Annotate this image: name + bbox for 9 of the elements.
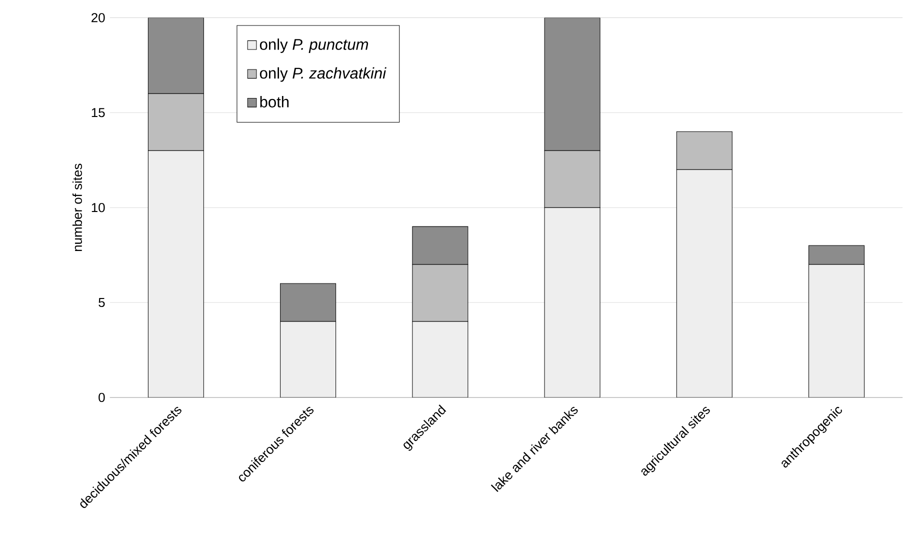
y-tick-label: 15 <box>92 108 105 117</box>
y-tick-label: 20 <box>92 12 105 22</box>
y-tick-label: 5 <box>98 298 105 307</box>
legend-label: both <box>260 96 289 108</box>
y-axis-title: number of sites <box>72 164 82 251</box>
y-tick-label: 10 <box>92 202 105 212</box>
y-tick-label: 0 <box>98 392 105 402</box>
legend-label: only P. punctum <box>260 38 368 53</box>
legend-label: only P. zachvatkini <box>260 67 386 82</box>
